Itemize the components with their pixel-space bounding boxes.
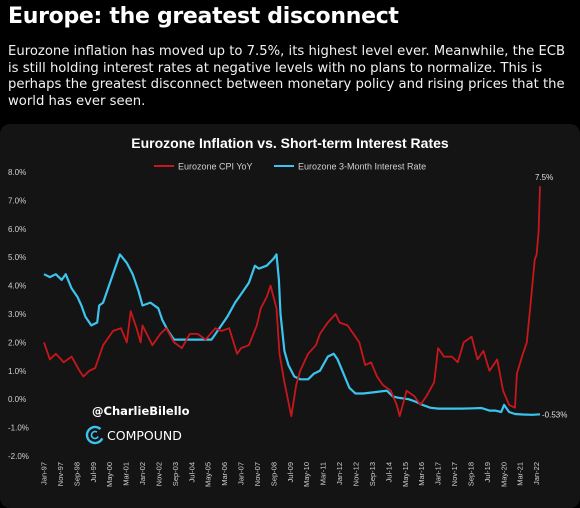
x-tick-label: Jan-22 [532, 462, 541, 485]
y-tick-label: 7.0% [8, 196, 26, 205]
watermark-handle: @CharlieBilello [92, 404, 190, 418]
legend-label-cpi: Eurozone CPI YoY [178, 162, 253, 172]
x-tick-label: Sep-08 [269, 462, 278, 486]
x-tick-label: May-10 [302, 462, 311, 487]
x-tick-label: Mar-11 [319, 462, 328, 485]
y-tick-label: -2.0% [8, 452, 29, 461]
y-tick-label: 5.0% [8, 253, 26, 262]
x-tick-label: Sep-98 [72, 462, 81, 486]
x-tick-label: Nov-97 [56, 462, 65, 486]
chart-title: Eurozone Inflation vs. Short-term Intere… [131, 135, 449, 151]
y-tick-label: 2.0% [8, 338, 26, 347]
x-tick-label: May-00 [105, 462, 114, 487]
x-tick-label: Jan-97 [40, 462, 49, 485]
page-title: Europe: the greatest disconnect [8, 4, 399, 29]
y-tick-label: 3.0% [8, 310, 26, 319]
y-tick-label: 8.0% [8, 168, 26, 177]
x-tick-label: Sep-03 [171, 462, 180, 486]
chart-panel: Eurozone Inflation vs. Short-term Intere… [0, 124, 580, 508]
x-tick-label: Sep-13 [368, 462, 377, 486]
legend-label-rate: Eurozone 3-Month Interest Rate [298, 162, 426, 172]
x-tick-label: May-05 [204, 462, 213, 487]
x-tick-label: Jul-09 [286, 462, 295, 482]
x-tick-label: Mar-16 [417, 462, 426, 486]
page-description: Eurozone inflation has moved up to 7.5%,… [8, 44, 566, 109]
x-tick-label: Mar-06 [220, 462, 229, 486]
y-tick-label: 4.0% [8, 282, 26, 291]
interest-rate-line [43, 253, 541, 416]
x-tick-label: Jul-19 [483, 462, 492, 482]
cpi-latest-label: 7.5% [535, 173, 553, 182]
line-chart: Eurozone Inflation vs. Short-term Intere… [8, 135, 567, 487]
cpi-line [43, 186, 541, 418]
y-tick-label: 0.0% [8, 395, 26, 404]
watermark-brand: COMPOUND [107, 428, 182, 443]
y-tick-label: -1.0% [8, 424, 29, 433]
x-tick-label: Mar-21 [516, 462, 525, 486]
x-tick-label: Sep-18 [466, 462, 475, 486]
rate-latest-label: -0.53% [542, 410, 567, 419]
x-tick-label: Mar-01 [122, 462, 131, 486]
x-tick-label: Nov-02 [154, 462, 163, 486]
x-tick-label: Jul-99 [89, 462, 98, 482]
y-tick-label: 1.0% [8, 367, 26, 376]
x-tick-label: Jul-04 [187, 462, 196, 482]
x-tick-label: Jul-14 [384, 462, 393, 482]
x-tick-label: Jan-02 [138, 462, 147, 485]
x-tick-label: Nov-07 [253, 462, 262, 486]
x-tick-label: Jan-17 [434, 462, 443, 485]
compound-logo-icon [85, 425, 105, 445]
x-tick-label: Jan-07 [237, 462, 246, 485]
x-tick-label: Nov-12 [352, 462, 361, 486]
y-tick-label: 6.0% [8, 225, 26, 234]
x-tick-label: Nov-17 [450, 462, 459, 486]
x-tick-label: May-20 [499, 462, 508, 487]
x-tick-label: Jan-12 [335, 462, 344, 485]
x-tick-label: May-15 [401, 462, 410, 487]
